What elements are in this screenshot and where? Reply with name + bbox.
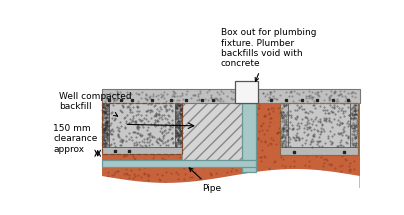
Bar	[175, 103, 183, 147]
Bar	[101, 103, 183, 154]
Bar	[101, 147, 183, 154]
Text: Well compacted
backfill: Well compacted backfill	[59, 92, 132, 116]
Text: 150 mm
clearance
approx: 150 mm clearance approx	[53, 124, 97, 154]
Bar	[350, 103, 358, 147]
Bar	[109, 103, 175, 147]
Text: Pipe: Pipe	[189, 168, 221, 193]
Text: Box out for plumbing
fixture. Plumber
backfills void with
concrete: Box out for plumbing fixture. Plumber ba…	[221, 28, 316, 81]
Bar	[101, 89, 360, 187]
Bar	[235, 81, 258, 103]
Bar	[101, 89, 360, 103]
Polygon shape	[101, 169, 360, 191]
Bar	[280, 147, 358, 155]
Bar	[288, 103, 350, 147]
Bar	[101, 160, 256, 167]
Bar	[280, 103, 288, 147]
Bar	[242, 103, 256, 172]
Bar	[101, 103, 109, 147]
Bar	[280, 103, 358, 155]
Bar	[183, 103, 246, 164]
Bar	[280, 103, 358, 155]
Bar	[101, 103, 183, 154]
